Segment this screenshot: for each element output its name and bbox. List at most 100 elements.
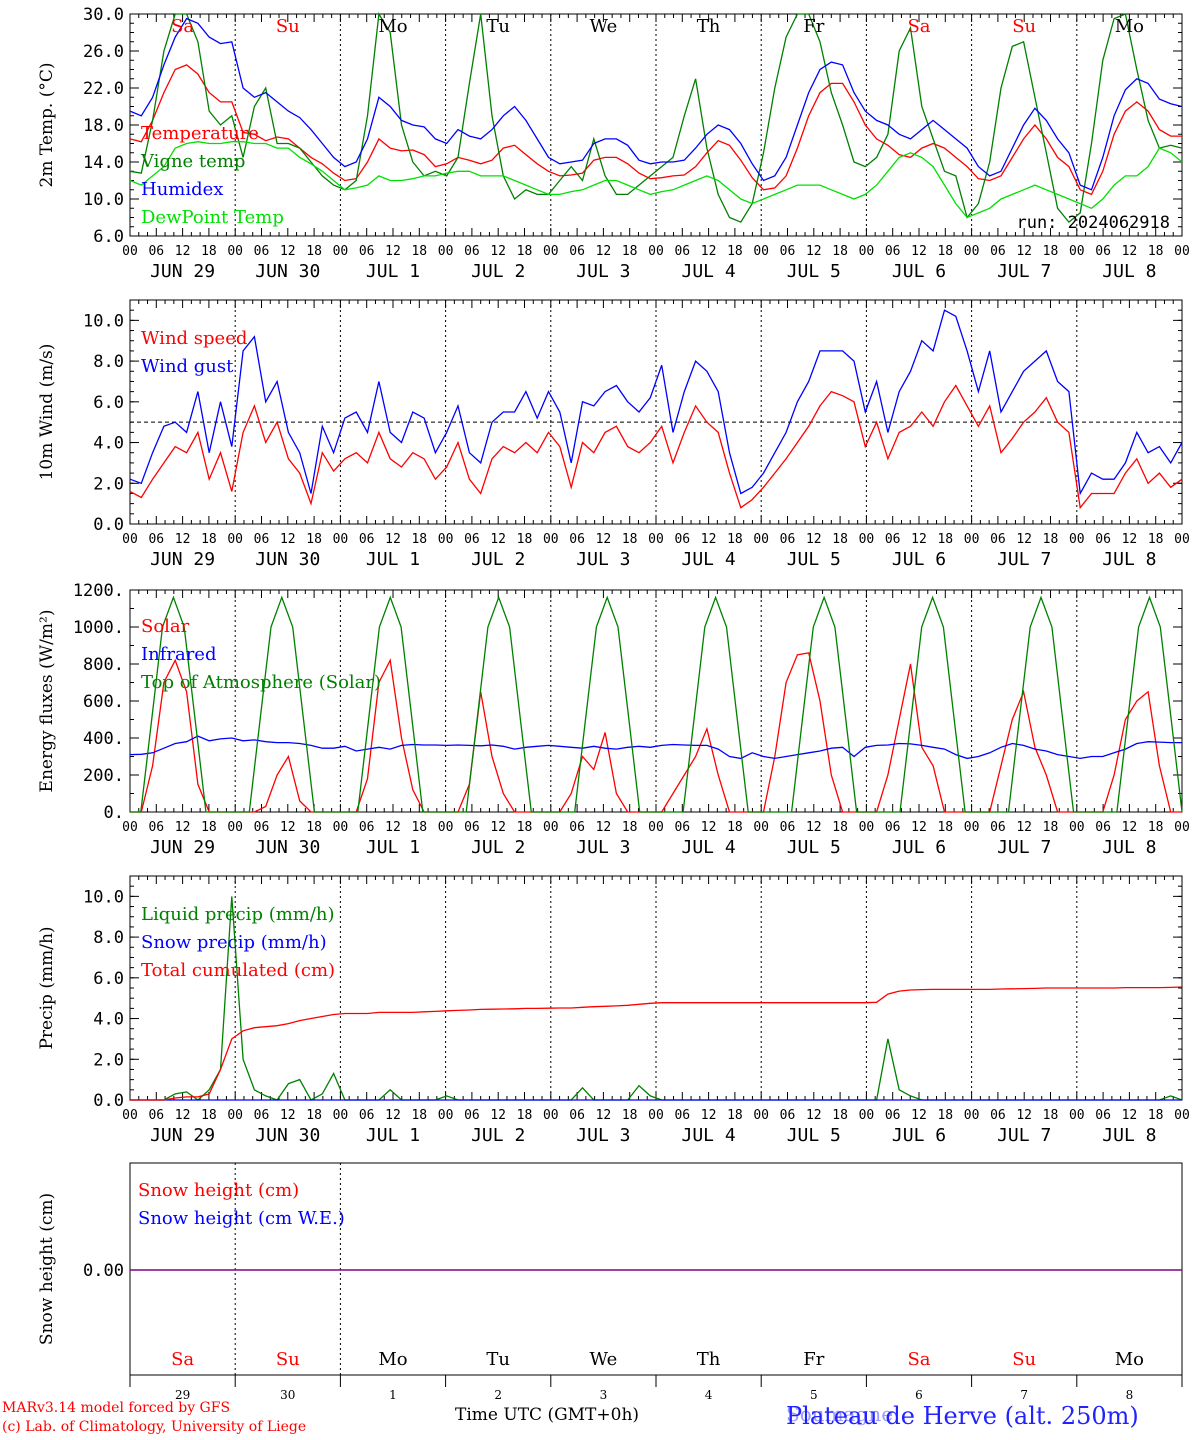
hour-tick-label: 18 <box>727 532 743 547</box>
weekday-label: We <box>590 1349 618 1370</box>
hour-tick-label: 18 <box>1148 820 1164 835</box>
credit-line-1: MARv3.14 model forced by GFS <box>2 1400 231 1416</box>
y-axis-title: 10m Wind (m/s) <box>37 344 57 481</box>
legend-entry: Snow precip (mm/h) <box>141 932 327 953</box>
hour-tick-label: 18 <box>517 1108 533 1123</box>
hour-tick-label: 12 <box>175 820 191 835</box>
hour-tick-label: 06 <box>569 1108 585 1123</box>
hour-tick-label: 00 <box>964 1108 980 1123</box>
date-label: JUL 2 <box>471 261 525 282</box>
y-tick-label: 600. <box>83 692 124 712</box>
y-tick-label: 14.0 <box>83 153 124 173</box>
hour-tick-label: 06 <box>254 1108 270 1123</box>
hour-tick-label: 00 <box>648 532 664 547</box>
hour-tick-label: 00 <box>227 244 243 259</box>
hour-tick-label: 00 <box>753 820 769 835</box>
hour-tick-label: 18 <box>622 244 638 259</box>
date-label: JUL 2 <box>471 837 525 858</box>
hour-tick-label: 18 <box>201 244 217 259</box>
weekday-label: Su <box>1012 16 1036 37</box>
weekday-label: Sa <box>171 16 194 37</box>
hour-tick-label: 12 <box>1122 532 1138 547</box>
hour-tick-label: 06 <box>254 820 270 835</box>
hour-tick-label: 00 <box>753 244 769 259</box>
hour-tick-label: 00 <box>1174 532 1190 547</box>
y-tick-label: 200. <box>83 766 124 786</box>
day-number-label: 6 <box>915 1388 923 1402</box>
hour-tick-label: 18 <box>306 532 322 547</box>
hour-tick-label: 12 <box>1016 244 1032 259</box>
weekday-label: Th <box>697 1349 721 1370</box>
date-label: JUN 30 <box>255 1125 320 1146</box>
hour-tick-label: 12 <box>490 820 506 835</box>
y-tick-label: 30.0 <box>83 5 124 25</box>
hour-tick-label: 06 <box>1095 1108 1111 1123</box>
date-label: JUN 30 <box>255 549 320 570</box>
date-label: JUL 8 <box>1102 1125 1156 1146</box>
hour-tick-label: 06 <box>780 820 796 835</box>
hour-tick-label: 18 <box>201 1108 217 1123</box>
hour-tick-label: 12 <box>1016 1108 1032 1123</box>
date-label: JUL 3 <box>576 1125 630 1146</box>
hour-tick-label: 00 <box>964 532 980 547</box>
hour-tick-label: 18 <box>411 532 427 547</box>
date-label: JUL 6 <box>892 837 946 858</box>
legend-entry: Total cumulated (cm) <box>141 960 335 981</box>
hour-tick-label: 12 <box>911 1108 927 1123</box>
series-line-wind-speed <box>129 384 1183 510</box>
hour-tick-label: 18 <box>517 820 533 835</box>
location-label: Plateau de Herve (alt. 250m) <box>786 1402 1139 1430</box>
y-tick-label: 0.0 <box>93 1091 124 1111</box>
day-number-label: 1 <box>389 1388 397 1402</box>
y-tick-label: 18.0 <box>83 116 124 136</box>
hour-tick-label: 18 <box>622 1108 638 1123</box>
hour-tick-label: 06 <box>780 244 796 259</box>
legend-entry: Solar <box>141 616 190 637</box>
day-number-label: 3 <box>600 1388 608 1402</box>
legend-entry: Top of Atmosphere (Solar) <box>141 672 381 693</box>
hour-tick-label: 18 <box>411 1108 427 1123</box>
hour-tick-label: 18 <box>727 820 743 835</box>
hour-tick-label: 06 <box>990 244 1006 259</box>
hour-tick-label: 06 <box>1095 532 1111 547</box>
hour-tick-label: 12 <box>806 532 822 547</box>
hour-tick-label: 06 <box>885 1108 901 1123</box>
y-tick-label: 1200. <box>73 581 124 601</box>
hour-tick-label: 00 <box>543 244 559 259</box>
series-line-total-cumulated-cm- <box>130 986 1183 1101</box>
hour-tick-label: 18 <box>727 244 743 259</box>
hour-tick-label: 12 <box>596 244 612 259</box>
y-tick-label: 2.0 <box>93 1050 124 1070</box>
weekday-label: Tu <box>486 16 510 37</box>
hour-tick-label: 00 <box>122 820 138 835</box>
date-label: JUL 5 <box>787 549 841 570</box>
hour-tick-label: 18 <box>1043 820 1059 835</box>
y-tick-label: 400. <box>83 729 124 749</box>
hour-tick-label: 00 <box>122 532 138 547</box>
hour-tick-label: 00 <box>648 1108 664 1123</box>
hour-tick-label: 00 <box>1069 820 1085 835</box>
hour-tick-label: 00 <box>227 1108 243 1123</box>
date-label: JUL 7 <box>997 261 1051 282</box>
weekday-label: Tu <box>486 1349 510 1370</box>
series-line-wind-gust <box>129 309 1183 496</box>
hour-tick-label: 06 <box>780 532 796 547</box>
day-number-label: 5 <box>810 1388 818 1402</box>
hour-tick-label: 06 <box>464 532 480 547</box>
y-tick-label: 6.0 <box>93 227 124 247</box>
date-label: JUL 4 <box>682 261 736 282</box>
hour-tick-label: 12 <box>596 1108 612 1123</box>
hour-tick-label: 12 <box>385 532 401 547</box>
hour-tick-label: 12 <box>175 1108 191 1123</box>
hour-tick-label: 00 <box>648 244 664 259</box>
y-tick-label: 10.0 <box>83 311 124 331</box>
hour-tick-label: 18 <box>201 532 217 547</box>
series-line-humidex <box>129 17 1183 191</box>
hour-tick-label: 18 <box>517 532 533 547</box>
hour-tick-label: 12 <box>280 820 296 835</box>
weekday-label: Fr <box>803 16 824 37</box>
date-label: JUL 7 <box>997 837 1051 858</box>
hour-tick-label: 12 <box>490 244 506 259</box>
hour-tick-label: 12 <box>911 244 927 259</box>
hour-tick-label: 18 <box>1043 1108 1059 1123</box>
